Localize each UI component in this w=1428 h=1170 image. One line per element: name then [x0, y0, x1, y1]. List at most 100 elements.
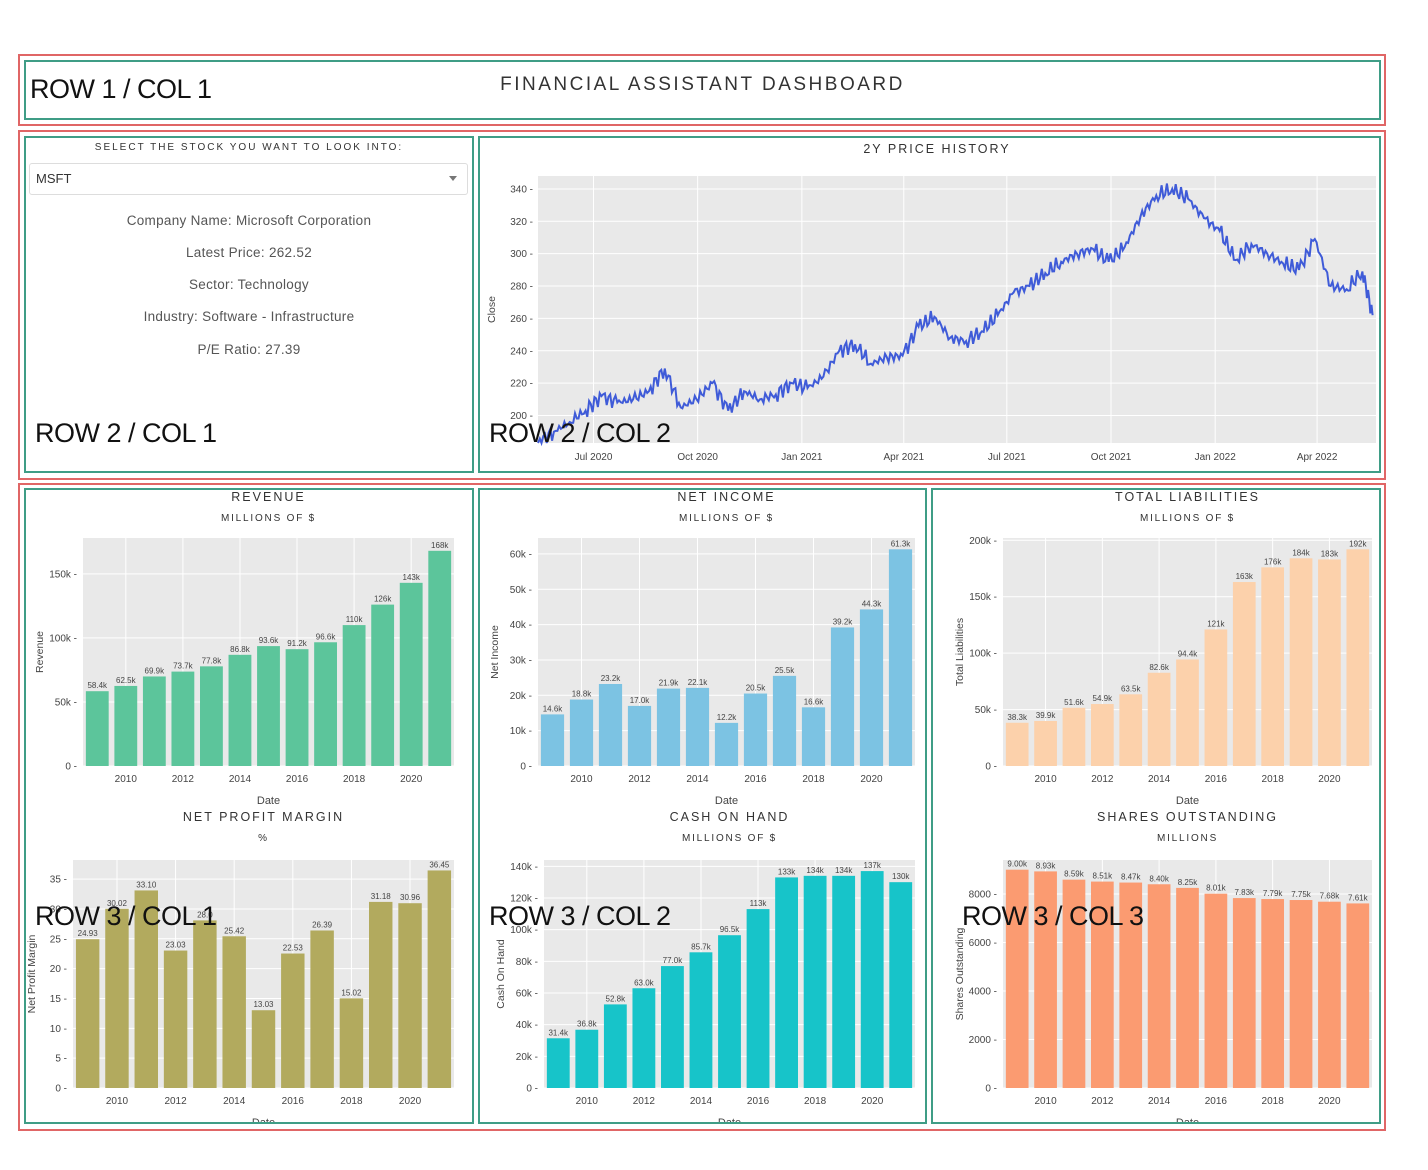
y-tick-label: 50k - — [510, 585, 532, 596]
row-2-col-1-label: ROW 2 / COL 1 — [35, 418, 217, 448]
x-tick-label: 2018 — [804, 1096, 827, 1107]
revenue-chart[interactable]: REVENUE MILLIONS OF $ 0 - 50k - 100k - 150k -… — [26, 490, 471, 810]
bar — [603, 1004, 627, 1088]
bar-data-label: 14.6k — [543, 704, 564, 713]
x-tick-label: 2020 — [860, 774, 883, 785]
x-tick-label: 2010 — [1034, 1096, 1057, 1107]
bar — [859, 609, 884, 766]
price-chart-title: 2Y PRICE HISTORY — [863, 142, 1010, 156]
x-tick-label: 2010 — [115, 774, 138, 785]
bar-data-label: 176k — [1264, 557, 1282, 566]
x-tick-label: 2010 — [576, 1096, 599, 1107]
bar — [399, 582, 423, 766]
bar — [656, 688, 681, 766]
x-tick-label: 2012 — [164, 1096, 187, 1107]
total-liabilities-chart[interactable]: TOTAL LIABILITIES MILLIONS OF $ 0 - 50k - 10… — [933, 490, 1378, 810]
col-2-charts-panel: NET INCOME MILLIONS OF $ 0 - 10k - 20k - 30k … — [478, 488, 927, 1124]
bar — [1034, 871, 1057, 1088]
y-tick-label: 20 - — [50, 964, 67, 975]
bar-data-label: 8.47k — [1121, 873, 1142, 882]
bar-data-label: 23.03 — [166, 941, 187, 950]
bar-data-label: 63.0k — [634, 978, 655, 987]
bar — [743, 693, 768, 766]
cash-on-hand-chart[interactable]: CASH ON HAND MILLIONS OF $ 0 - 20k - 40k - 60… — [480, 810, 924, 1122]
bar-data-label: 61.3k — [891, 539, 912, 548]
y-tick-label: 0 - — [65, 762, 77, 773]
row-3-outer-frame — [18, 483, 1386, 1131]
bar — [598, 683, 623, 766]
bar-data-label: 17.0k — [630, 696, 651, 705]
bar-data-label: 52.8k — [606, 994, 627, 1003]
bar — [1034, 720, 1057, 766]
row-1-outer-frame — [18, 54, 1386, 126]
bar-data-label: 58.4k — [87, 681, 108, 690]
chevron-down-icon[interactable] — [449, 176, 457, 181]
bar — [546, 1038, 570, 1088]
bar — [1318, 559, 1341, 766]
y-tick-label: 40k - — [516, 1020, 538, 1031]
x-tick-label: Apr 2021 — [883, 452, 924, 463]
bar-data-label: 39.9k — [1036, 711, 1057, 720]
bar-data-label: 7.68k — [1320, 892, 1341, 901]
bar-data-label: 21.9k — [659, 679, 680, 688]
company-name-text: Company Name: Microsoft Corporation — [126, 213, 372, 228]
bar — [1204, 629, 1228, 766]
bar — [830, 627, 855, 766]
x-tick-label: 2010 — [106, 1096, 129, 1107]
bar — [801, 707, 826, 766]
stock-dropdown[interactable]: MSFT — [29, 163, 468, 195]
bar — [251, 1010, 276, 1088]
stock-select-label: SELECT THE STOCK YOU WANT TO LOOK INTO: — [94, 142, 404, 153]
bar — [1119, 694, 1143, 766]
price-history-panel: 2Y PRICE HISTORY Jul 2020 Oct 2020 Jan 2021… — [478, 136, 1381, 473]
bar — [369, 901, 393, 1088]
y-tick-label: 220 - — [510, 379, 533, 390]
y-tick-label: 10k - — [510, 726, 532, 737]
x-tick-label: 2014 — [690, 1096, 713, 1107]
bar-data-label: 7.61k — [1348, 893, 1369, 902]
x-tick-label: 2014 — [686, 774, 709, 785]
shares-outstanding-chart[interactable]: SHARES OUTSTANDING MILLIONS 0 - 2000 - 4000 … — [933, 810, 1378, 1122]
y-tick-label: 35 - — [50, 875, 67, 886]
bar-data-label: 183k — [1321, 549, 1339, 558]
bar — [1289, 900, 1313, 1088]
bar-data-label: 22.53 — [283, 944, 304, 953]
shares-outstanding-subtitle: MILLIONS — [1157, 833, 1218, 844]
bar — [714, 722, 739, 766]
row-3-col-3-label: ROW 3 / COL 3 — [962, 901, 1144, 931]
bar-data-label: 51.6k — [1064, 698, 1085, 707]
price-line — [537, 183, 1374, 447]
y-tick-label: 140k - — [510, 862, 538, 873]
x-tick-label: Jul 2020 — [575, 452, 613, 463]
bar-data-label: 82.6k — [1149, 663, 1170, 672]
bar — [1232, 898, 1256, 1088]
bar-data-label: 110k — [346, 615, 364, 624]
price-history-chart[interactable]: 2Y PRICE HISTORY Jul 2020 Oct 2020 Jan 2021… — [480, 138, 1378, 470]
bar — [1062, 879, 1086, 1088]
bar-data-label: 25.42 — [224, 926, 245, 935]
x-axis-title: Date — [257, 795, 280, 807]
x-axis-title: Date — [718, 1117, 741, 1122]
bar — [1346, 903, 1370, 1088]
bar — [1176, 659, 1199, 766]
x-tick-label: 2018 — [343, 774, 366, 785]
x-tick-label: 2014 — [1148, 774, 1171, 785]
row-3-col-2-label: ROW 3 / COL 2 — [489, 901, 671, 931]
y-tick-label: 15 - — [50, 994, 67, 1005]
y-tick-label: 0 - — [55, 1084, 67, 1095]
bar — [1090, 704, 1114, 766]
bar-data-label: 7.79k — [1263, 889, 1284, 898]
pe-ratio-text: P/E Ratio: 27.39 — [197, 342, 301, 357]
latest-price-text: Latest Price: 262.52 — [185, 245, 313, 260]
bar-data-label: 20.5k — [746, 684, 767, 693]
bar — [228, 654, 252, 766]
row-3-col-1-label: ROW 3 / COL 1 — [35, 901, 217, 931]
row-1-col-1-label: ROW 1 / COL 1 — [30, 74, 212, 104]
net-income-chart[interactable]: NET INCOME MILLIONS OF $ 0 - 10k - 20k - 30k … — [480, 490, 924, 810]
x-tick-label: Apr 2022 — [1297, 452, 1338, 463]
bar-data-label: 18.8k — [572, 690, 593, 699]
bar — [689, 952, 713, 1088]
bar — [339, 998, 364, 1088]
net-profit-margin-chart[interactable]: NET PROFIT MARGIN% 0 - 5 - 10 - 15 - 20 - 25 -… — [26, 810, 471, 1122]
bar — [627, 705, 652, 766]
